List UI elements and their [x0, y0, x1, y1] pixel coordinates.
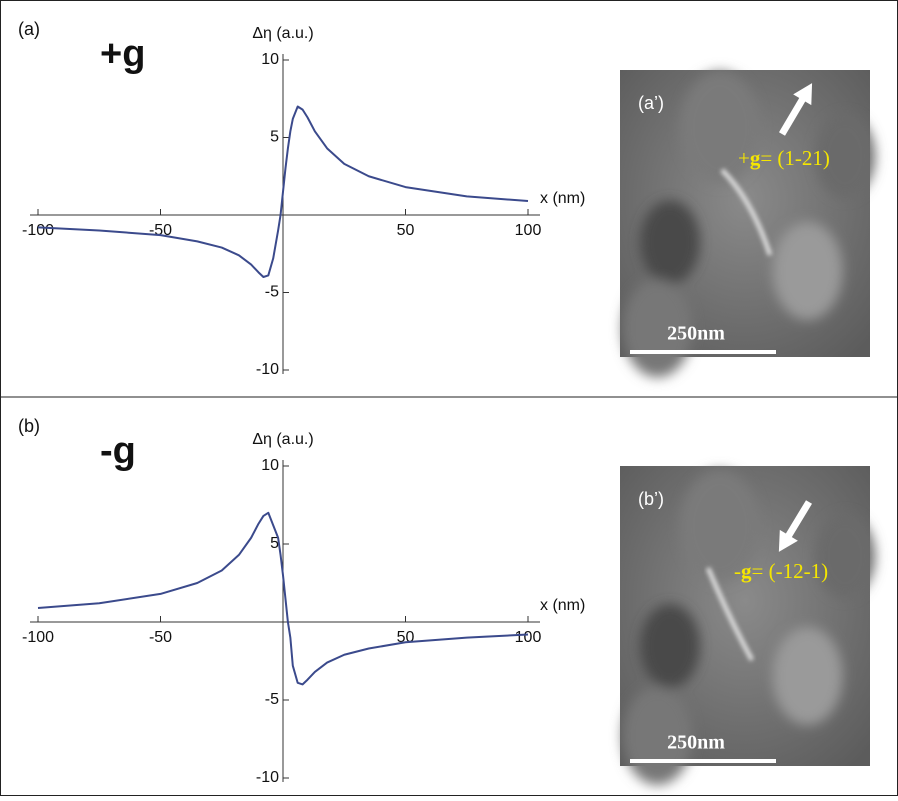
x-axis-label: x (nm): [540, 190, 585, 207]
sign-label: +g: [100, 33, 145, 75]
g-sign: +: [738, 146, 750, 170]
y-axis-label: Δη (a.u.): [252, 431, 313, 448]
image-label: (a’): [638, 93, 664, 113]
y-axis-label: Δη (a.u.): [252, 25, 313, 42]
arrow-head: [793, 83, 813, 106]
g-letter: g: [750, 146, 761, 170]
y-tick-label: 10: [261, 457, 279, 474]
g-vector: -g= (-12-1): [734, 559, 828, 583]
x-tick-label: -100: [22, 629, 54, 646]
panel-label: (a): [18, 19, 40, 39]
arrow-head: [778, 529, 798, 552]
x-tick-label: 100: [515, 222, 542, 239]
curve: [37, 105, 529, 278]
y-tick-label: -5: [265, 691, 279, 708]
y-tick-label: 10: [261, 51, 279, 68]
scale-bar-label: 250nm: [667, 732, 725, 754]
y-tick-label: 5: [270, 535, 279, 552]
x-tick-label: 50: [397, 222, 415, 239]
y-tick-label: -5: [265, 284, 279, 301]
g-index: = (-12-1): [752, 559, 829, 583]
g-index: = (1-21): [760, 146, 830, 170]
curve: [37, 511, 529, 686]
dislocation-line: [720, 168, 773, 256]
blob: [772, 627, 843, 725]
g-vector: +g= (1-21): [738, 146, 830, 170]
blob: [815, 514, 875, 598]
dislocation-line: [705, 567, 755, 662]
blob: [680, 470, 760, 582]
g-letter: g: [741, 559, 752, 583]
blob: [680, 71, 760, 184]
x-axis-label: x (nm): [540, 597, 585, 614]
g-sign: -: [734, 559, 741, 583]
scale-bar: [630, 350, 776, 354]
panel-label: (b): [18, 416, 40, 436]
blob: [640, 604, 700, 688]
blob: [640, 200, 700, 285]
blob: [815, 114, 875, 199]
blob: [772, 221, 843, 320]
x-tick-label: -50: [149, 629, 172, 646]
y-tick-label: -10: [256, 361, 279, 378]
scale-bar: [630, 759, 776, 763]
x-tick-label: -100: [22, 222, 54, 239]
sign-label: -g: [100, 430, 136, 472]
image-label: (b’): [638, 489, 664, 509]
scale-bar-label: 250nm: [667, 323, 725, 345]
y-tick-label: -10: [256, 769, 279, 786]
y-tick-label: 5: [270, 129, 279, 146]
x-tick-label: 100: [515, 629, 542, 646]
